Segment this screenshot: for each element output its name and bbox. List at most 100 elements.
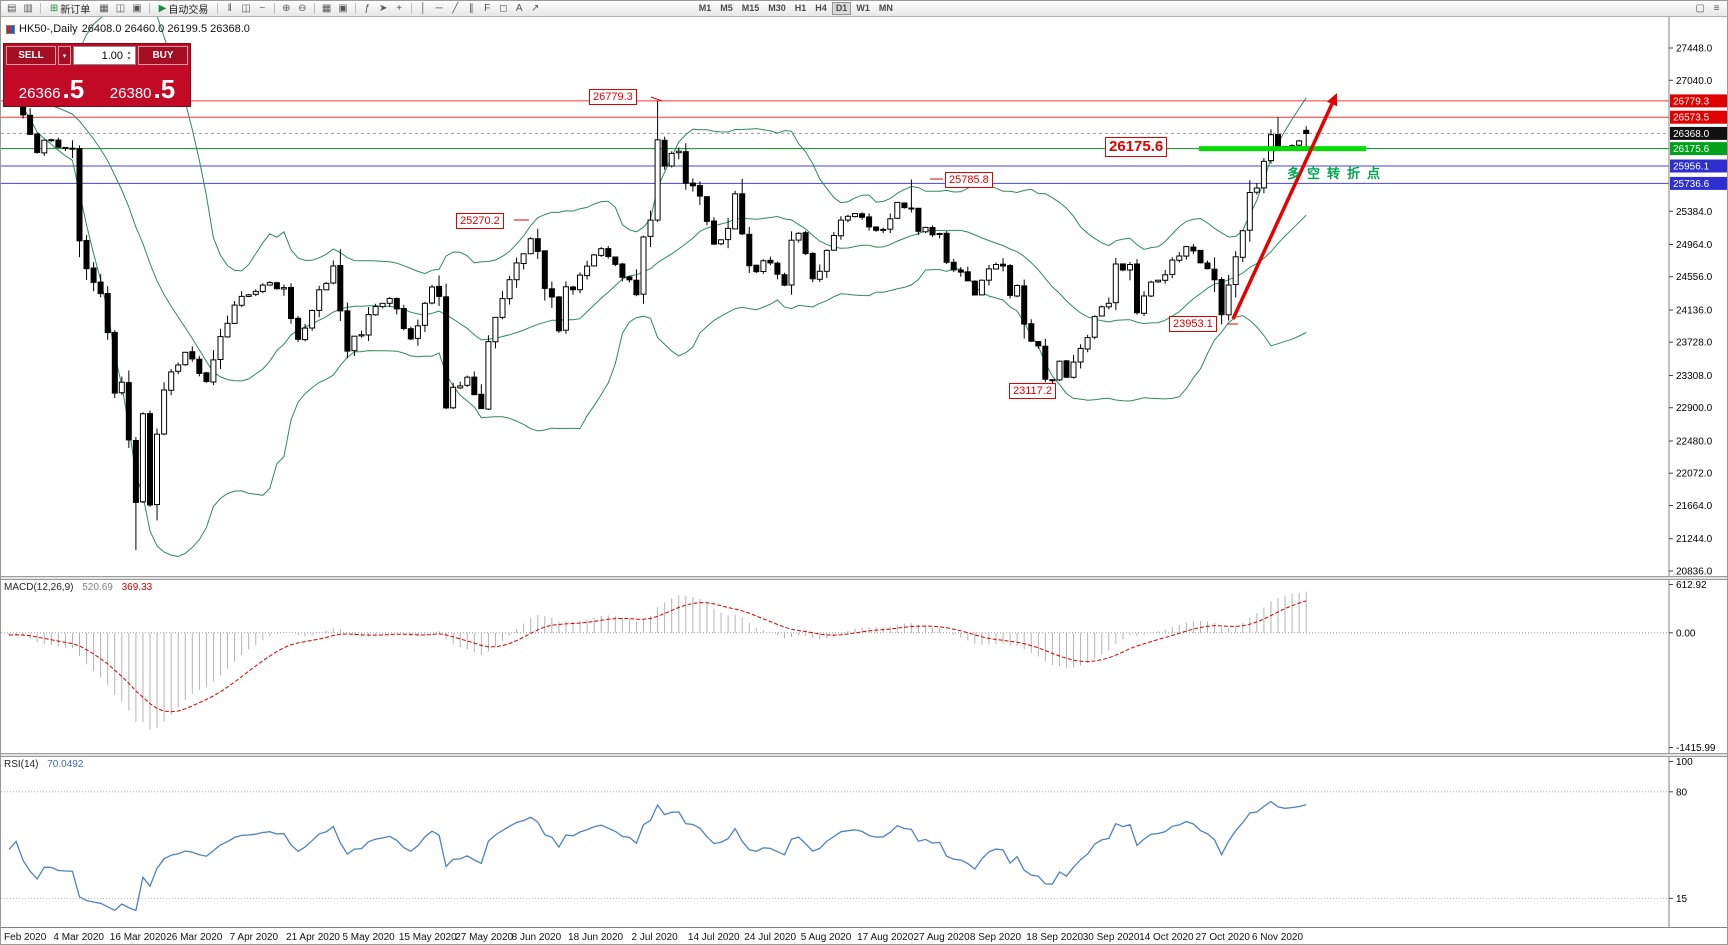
trade-options-dropdown[interactable]: ▾ (58, 46, 71, 65)
autotrading-button[interactable]: ▶ 自动交易 (154, 2, 214, 16)
macd-chart[interactable]: 612.92 0.00 -1415.99 (1, 580, 1728, 753)
new-order-button[interactable]: ⊞ 新订单 (45, 2, 95, 16)
svg-text:27448.0: 27448.0 (1676, 44, 1713, 55)
buy-button[interactable]: BUY (138, 46, 188, 65)
sell-price-int: 26366 (18, 84, 61, 102)
svg-text:22900.0: 22900.0 (1676, 403, 1713, 414)
date-label: 26 Mar 2020 (166, 932, 223, 943)
data-window-icon[interactable]: ◫ (113, 2, 128, 16)
svg-text:24136.0: 24136.0 (1676, 306, 1713, 317)
date-label: 17 Aug 2020 (857, 932, 914, 943)
macd-title: MACD(12,26,9) (4, 582, 74, 593)
arrow-tool-icon[interactable]: ↗ (528, 2, 543, 16)
timeframe-button-mn[interactable]: MN (875, 2, 897, 15)
date-label: 5 Aug 2020 (800, 932, 852, 943)
chart-window-icon[interactable]: ▤ (4, 2, 19, 16)
rsi-value: 70.0492 (47, 759, 84, 770)
panel-separator[interactable] (1, 753, 1727, 757)
macd-main-value: 520.69 (82, 582, 113, 593)
trend-note-text[interactable]: 多空转折点 (1287, 166, 1388, 181)
zoom-in-icon[interactable]: ⊕ (279, 2, 294, 16)
svg-text:26779.3: 26779.3 (1673, 96, 1710, 107)
profiles-icon[interactable]: ▥ (20, 2, 35, 16)
timeframe-button-m30[interactable]: M30 (764, 2, 790, 15)
panel-separator[interactable] (1, 576, 1727, 580)
date-label: 5 May 2020 (342, 932, 395, 943)
navigator-icon[interactable]: ▣ (129, 2, 144, 16)
toolbar-separator (313, 3, 315, 14)
date-label: 7 Apr 2020 (229, 932, 279, 943)
fullscreen-icon[interactable]: ▢ (1693, 2, 1708, 16)
macd-signal-value: 369.33 (121, 582, 153, 593)
sell-button[interactable]: SELL (6, 46, 56, 65)
time-axis[interactable]: Feb 2020 4 Mar 2020 16 Mar 2020 26 Mar 2020… (1, 927, 1727, 944)
date-label: 8 Jun 2020 (511, 932, 562, 943)
line-chart-icon[interactable]: ~ (255, 2, 270, 16)
trendline-icon[interactable]: ╱ (448, 2, 463, 16)
macd-label: MACD(12,26,9) 520.69 369.33 (4, 582, 152, 593)
date-label: 18 Sep 2020 (1026, 932, 1084, 943)
indicators-icon[interactable]: ƒ (360, 2, 375, 16)
timeframe-button-w1[interactable]: W1 (852, 2, 874, 15)
symbol-icon (6, 24, 15, 34)
one-click-trading-panel: SELL ▾ 1.00 ▴ ▾ BUY 26366 .5 26380 .5 (3, 43, 191, 107)
autotrading-button-label: 自动交易 (168, 5, 209, 16)
menu-icon[interactable]: ≡ (1709, 2, 1724, 16)
timeframe-button-m5[interactable]: M5 (716, 2, 737, 15)
chart-title: HK50-,Daily 26408.0 26460.0 26199.5 2636… (6, 23, 250, 35)
candlestick-chart-icon[interactable]: ◫ (238, 2, 253, 16)
macd-panel: 612.92 0.00 -1415.99 MACD(12,26,9) 520.69 … (1, 580, 1727, 753)
price-callout-26779.3[interactable]: 26779.3 (589, 89, 637, 105)
svg-text:15: 15 (1676, 894, 1688, 905)
market-watch-icon[interactable]: ▦ (96, 2, 111, 16)
svg-text:20836.0: 20836.0 (1676, 567, 1713, 577)
shapes-icon[interactable]: ◻ (496, 2, 511, 16)
timeframe-button-m15[interactable]: M15 (738, 2, 764, 15)
svg-text:100: 100 (1676, 757, 1693, 768)
svg-text:22480.0: 22480.0 (1676, 437, 1713, 448)
svg-text:612.92: 612.92 (1676, 580, 1707, 591)
svg-text:23308.0: 23308.0 (1676, 371, 1713, 382)
bar-chart-icon[interactable]: ‖ (222, 2, 237, 16)
rsi-chart[interactable]: 100 80 15 (1, 757, 1728, 927)
svg-text:-1415.99: -1415.99 (1676, 743, 1716, 753)
cursor-icon[interactable]: ➤ (376, 2, 391, 16)
price-callout-23953.1[interactable]: 23953.1 (1169, 316, 1217, 332)
timeframe-button-h1[interactable]: H1 (791, 2, 811, 15)
price-chart[interactable]: 27448.0 27040.0 25384.0 24964.0 24556.0 24136… (1, 17, 1728, 576)
volume-input[interactable]: 1.00 ▴ ▾ (73, 46, 136, 65)
svg-text:22072.0: 22072.0 (1676, 469, 1713, 480)
date-label: 15 May 2020 (398, 932, 457, 943)
price-callout-23117.2[interactable]: 23117.2 (1009, 383, 1056, 399)
vertical-line-icon[interactable]: │ (416, 2, 431, 16)
timeframe-button-m1[interactable]: M1 (695, 2, 716, 15)
zoom-out-icon[interactable]: ⊖ (295, 2, 310, 16)
toolbar-separator (217, 3, 219, 14)
fibonacci-icon[interactable]: F (480, 2, 495, 16)
new-order-icon: ⊞ (49, 2, 59, 14)
date-label: 21 Apr 2020 (286, 932, 340, 943)
rsi-panel: 100 80 15 RSI(14) 70.0492 (1, 757, 1727, 927)
timeframe-button-h4[interactable]: H4 (811, 2, 831, 15)
svg-text:25956.1: 25956.1 (1673, 162, 1710, 173)
price-callout-25270.2[interactable]: 25270.2 (456, 213, 504, 229)
price-chart-panel: 27448.0 27040.0 25384.0 24964.0 24556.0 24136… (1, 17, 1727, 576)
svg-text:80: 80 (1676, 787, 1688, 798)
sell-price: 26366 .5 (6, 66, 97, 104)
date-label: 27 Oct 2020 (1195, 932, 1250, 943)
price-callout-25785.8[interactable]: 25785.8 (945, 172, 993, 188)
cascade-windows-icon[interactable]: ▣ (335, 2, 350, 16)
date-label: 6 Nov 2020 (1251, 932, 1304, 943)
date-label: 2 Jul 2020 (631, 932, 678, 943)
new-order-button-label: 新订单 (60, 5, 91, 16)
equidistant-channel-icon[interactable]: ∥ (464, 2, 479, 16)
price-callout-26175.6[interactable]: 26175.6 (1105, 137, 1168, 157)
crosshair-icon[interactable]: + (392, 2, 407, 16)
text-icon[interactable]: A (512, 2, 527, 16)
horizontal-line-icon[interactable]: ─ (432, 2, 447, 16)
tile-windows-icon[interactable]: ▦ (319, 2, 334, 16)
timeframe-button-d1[interactable]: D1 (831, 2, 852, 15)
toolbar-separator (148, 3, 150, 14)
volume-spinner[interactable]: ▴ ▾ (127, 49, 131, 62)
